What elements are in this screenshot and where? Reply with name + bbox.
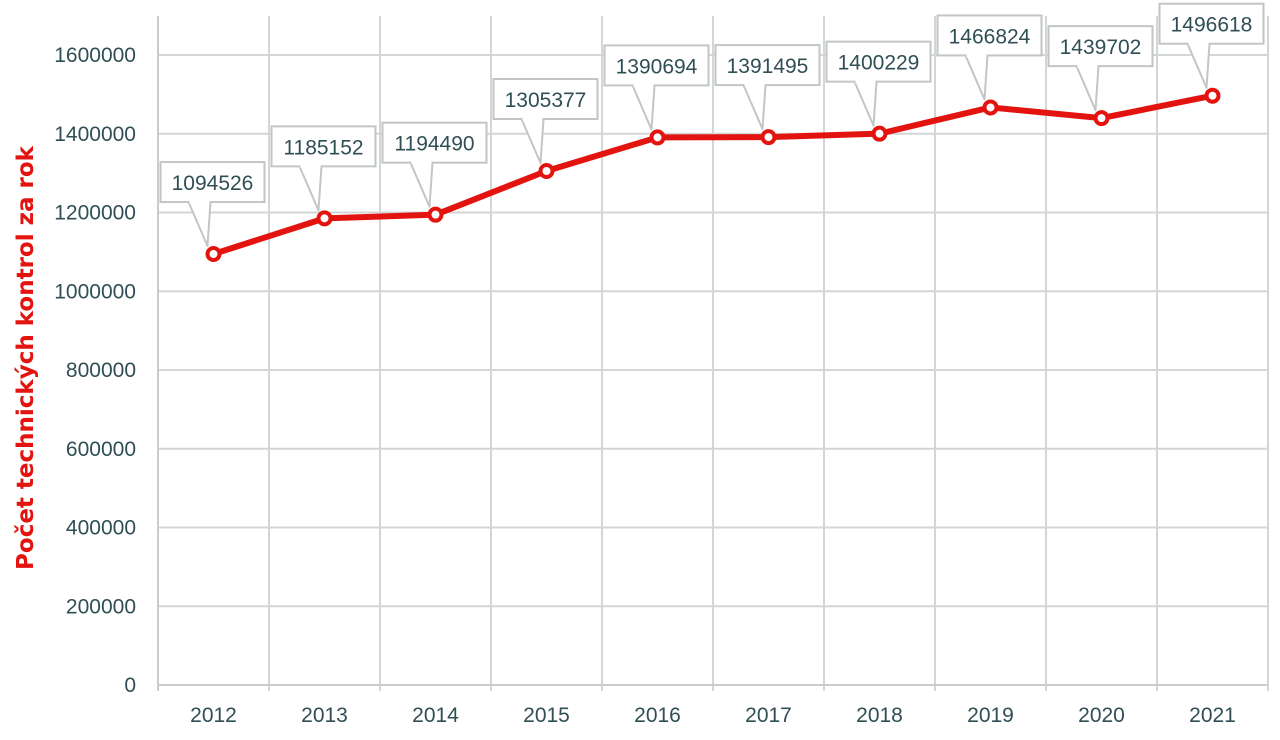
data-label-callout: 1390694 xyxy=(603,44,710,131)
y-tick-label: 1400000 xyxy=(54,123,136,146)
data-point xyxy=(649,129,666,146)
data-label-callout: 1094526 xyxy=(159,161,266,248)
callout-box xyxy=(825,40,932,83)
callout-box xyxy=(270,125,377,168)
data-point xyxy=(538,163,555,180)
x-tick-label: 2018 xyxy=(856,704,903,727)
data-label-callout: 1400229 xyxy=(825,40,932,127)
data-point xyxy=(982,99,999,116)
axis-layer: 0 200000 400000 600000 800000 1000000 1200000 1… xyxy=(54,44,1268,727)
data-point xyxy=(205,246,222,263)
callout-box xyxy=(936,14,1043,57)
grid-layer xyxy=(157,16,1269,691)
callout-pointer xyxy=(1075,65,1100,112)
data-point xyxy=(760,129,777,146)
y-tick-label: 0 xyxy=(124,674,136,697)
callout-pointer xyxy=(1186,43,1211,89)
callout-pointer xyxy=(187,201,212,248)
callout-box xyxy=(603,44,710,87)
callout-box xyxy=(492,78,599,121)
x-tick-label: 2014 xyxy=(412,704,459,727)
data-label: 1466824 xyxy=(949,25,1031,48)
x-tick-label: 2015 xyxy=(523,704,570,727)
y-tick-label: 400000 xyxy=(66,517,136,540)
x-tick-label: 2012 xyxy=(190,704,237,727)
callout-box xyxy=(714,44,821,87)
data-label-callout: 1466824 xyxy=(936,14,1043,101)
data-point xyxy=(427,206,444,223)
data-label-callout: 1496618 xyxy=(1158,2,1265,89)
callout-box xyxy=(1158,2,1265,45)
y-tick-label: 600000 xyxy=(66,438,136,461)
data-label: 1439702 xyxy=(1060,36,1142,59)
data-label: 1305377 xyxy=(505,89,587,112)
data-label: 1391495 xyxy=(727,55,809,78)
callout-pointer xyxy=(742,84,767,131)
y-tick-label: 1200000 xyxy=(54,202,136,225)
data-point xyxy=(1204,87,1221,104)
series-line xyxy=(210,92,1216,258)
y-axis-label: Počet technických kontrol za rok xyxy=(13,145,39,570)
data-label-layer: 1094526 1185152 1194490 1305377 1390694 13914… xyxy=(159,2,1265,248)
callout-box xyxy=(1047,25,1154,68)
data-label: 1496618 xyxy=(1171,14,1253,37)
data-label: 1400229 xyxy=(838,52,920,75)
callout-pointer xyxy=(520,118,545,165)
data-point xyxy=(871,125,888,142)
y-tick-label: 800000 xyxy=(66,359,136,382)
data-label: 1094526 xyxy=(172,172,254,195)
x-tick-label: 2013 xyxy=(301,704,348,727)
data-label: 1390694 xyxy=(616,55,698,78)
callout-pointer xyxy=(853,81,878,127)
data-label-callout: 1185152 xyxy=(270,125,377,212)
data-label-callout: 1439702 xyxy=(1047,25,1154,112)
y-tick-label: 1600000 xyxy=(54,44,136,67)
data-label-callout: 1391495 xyxy=(714,44,821,131)
x-tick-label: 2017 xyxy=(745,704,792,727)
x-tick-label: 2019 xyxy=(967,704,1014,727)
callout-pointer xyxy=(631,85,656,131)
data-label-callout: 1194490 xyxy=(381,121,488,208)
callout-pointer xyxy=(298,165,323,212)
y-tick-label: 1000000 xyxy=(54,280,136,303)
callout-pointer xyxy=(964,55,989,101)
callout-box xyxy=(381,121,488,164)
data-point xyxy=(1093,110,1110,127)
x-tick-label: 2020 xyxy=(1078,704,1125,727)
series-layer xyxy=(205,87,1221,263)
callout-pointer xyxy=(409,162,434,208)
x-tick-label: 2021 xyxy=(1189,704,1236,727)
data-point xyxy=(316,210,333,227)
callout-box xyxy=(159,161,266,204)
data-label-callout: 1305377 xyxy=(492,78,599,165)
y-tick-label: 200000 xyxy=(66,595,136,618)
data-label: 1194490 xyxy=(394,133,474,156)
x-tick-label: 2016 xyxy=(634,704,681,727)
data-label: 1185152 xyxy=(283,136,363,159)
